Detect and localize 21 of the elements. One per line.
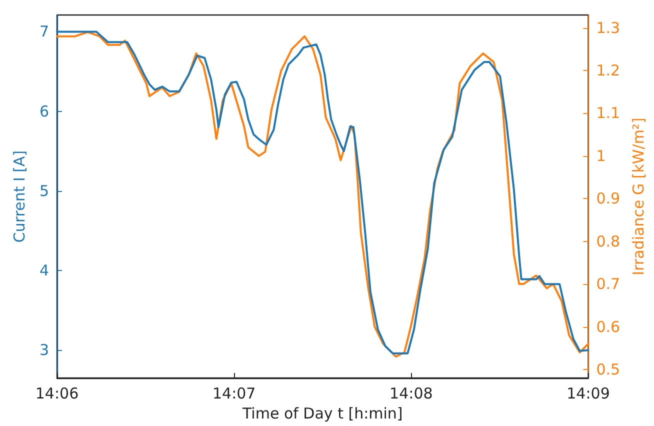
x-tick-label: 14:08 [390, 384, 433, 402]
x-axis-title: Time of Day t [h:min] [241, 404, 403, 422]
y2-tick-label: 0.6 [596, 318, 620, 336]
x-tick-label: 14:06 [35, 384, 79, 402]
y2-tick-label: 1 [596, 146, 606, 165]
y-tick-label: 5 [39, 182, 49, 200]
y-tick-label: 4 [39, 262, 49, 280]
y2-axis-title: Irradiance G [kW/m²] [630, 118, 648, 276]
y2-tick-label: 0.5 [596, 360, 620, 378]
y2-tick-label: 0.7 [596, 275, 620, 294]
y2-tick-label: 0.8 [596, 232, 620, 250]
y-tick-label: 7 [39, 22, 49, 41]
x-tick-label: 14:07 [212, 384, 256, 402]
x-tick-label: 14:09 [566, 384, 610, 402]
y-axis-title: Current I [A] [10, 150, 28, 243]
y-tick-label: 6 [39, 102, 49, 120]
y2-tick-label: 1.1 [596, 104, 620, 122]
y2-tick-label: 0.9 [596, 190, 620, 208]
y2-tick-label: 1.3 [596, 18, 620, 37]
y2-tick-label: 1.2 [596, 62, 620, 80]
y-tick-label: 3 [39, 341, 49, 360]
